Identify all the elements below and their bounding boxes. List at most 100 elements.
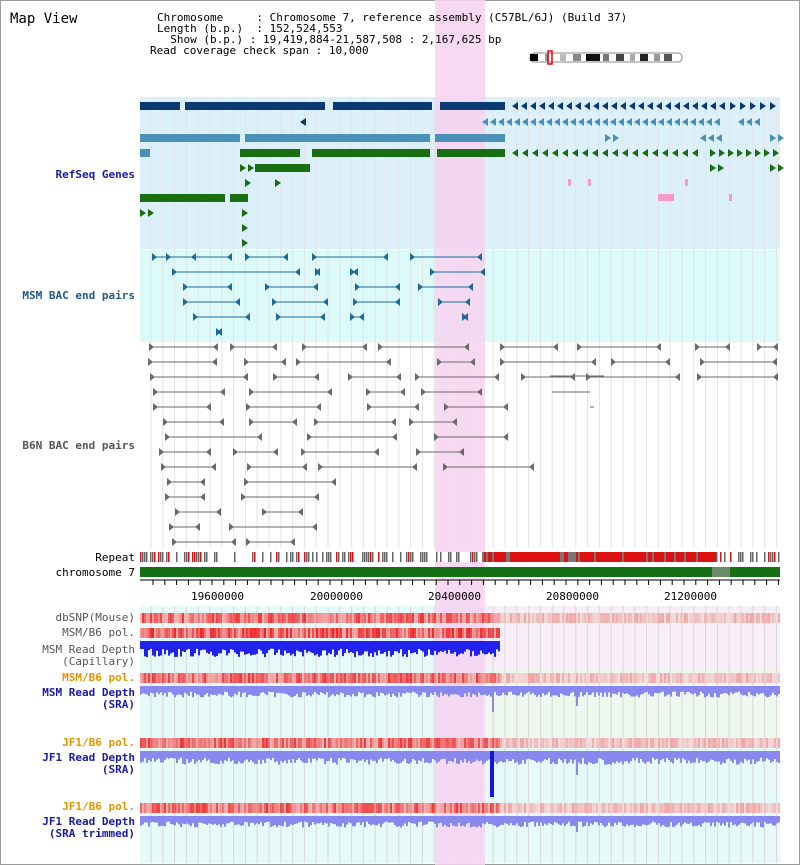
- repeat-block: [526, 552, 528, 562]
- snp-cell: [362, 613, 364, 623]
- gene-arrow: [760, 102, 766, 110]
- snp-cell: [676, 613, 678, 623]
- snp-cell: [282, 613, 284, 623]
- snp-cell: [726, 738, 728, 748]
- snp-cell: [306, 613, 308, 623]
- depth-bar: [490, 686, 492, 697]
- depth-bar: [220, 816, 222, 827]
- snp-cell: [206, 673, 208, 683]
- gene-arrow: [575, 102, 581, 110]
- snp-cell: [492, 738, 494, 748]
- depth-bar: [678, 751, 680, 759]
- depth-bar: [166, 641, 168, 651]
- track-label-refseq[interactable]: RefSeq Genes: [55, 168, 135, 181]
- depth-bar: [228, 686, 230, 696]
- gene-arrow: [512, 149, 518, 157]
- snp-cell: [414, 613, 416, 623]
- repeat-block: [510, 552, 512, 562]
- track-label-jf1-b6-pol-1[interactable]: JF1/B6 pol.: [62, 736, 135, 749]
- snp-cell: [374, 738, 376, 748]
- snp-cell: [346, 613, 348, 623]
- snp-cell: [284, 803, 286, 813]
- snp-cell: [472, 613, 474, 623]
- depth-bar: [358, 751, 360, 761]
- depth-bar: [222, 751, 224, 764]
- gene-bar: [435, 134, 505, 142]
- track-label-b6n-bac[interactable]: B6N BAC end pairs: [22, 439, 135, 452]
- snp-cell: [578, 803, 580, 813]
- snp-cell: [592, 673, 594, 683]
- snp-cell: [214, 613, 216, 623]
- depth-bar: [606, 751, 608, 765]
- depth-bar: [478, 641, 480, 655]
- snp-cell: [388, 613, 390, 623]
- depth-bar: [696, 816, 698, 827]
- snp-cell: [472, 673, 474, 683]
- repeat-block: [298, 552, 300, 562]
- snp-cell: [458, 673, 460, 683]
- snp-cell: [630, 738, 632, 748]
- gene-arrow: [548, 102, 554, 110]
- snp-cell: [158, 628, 160, 638]
- snp-cell: [234, 738, 236, 748]
- gene-arrow: [538, 118, 544, 126]
- snp-cell: [212, 803, 214, 813]
- depth-bar: [734, 751, 736, 760]
- repeat-block: [408, 552, 410, 562]
- snp-cell: [200, 673, 202, 683]
- snp-cell: [554, 738, 556, 748]
- track-label-msm-bac[interactable]: MSM BAC end pairs: [22, 289, 135, 302]
- snp-cell: [228, 613, 230, 623]
- snp-cell: [680, 673, 682, 683]
- snp-cell: [400, 613, 402, 623]
- snp-cell: [400, 738, 402, 748]
- snp-cell: [162, 628, 164, 638]
- repeat-block: [710, 552, 712, 562]
- snp-cell: [592, 613, 594, 623]
- snp-cell: [512, 738, 514, 748]
- track-label-repeat[interactable]: Repeat: [95, 551, 135, 564]
- snp-cell: [208, 628, 210, 638]
- depth-spike: [490, 751, 494, 797]
- snp-cell: [510, 613, 512, 623]
- snp-cell: [266, 628, 268, 638]
- track-label-msm-depth-sra-1[interactable]: MSM Read Depth: [42, 686, 135, 699]
- snp-cell: [394, 803, 396, 813]
- track-label-msm-depth-cap-1[interactable]: MSM Read Depth: [42, 643, 135, 656]
- snp-cell: [730, 613, 732, 623]
- snp-cell: [294, 673, 296, 683]
- depth-bar: [258, 816, 260, 825]
- snp-cell: [526, 803, 528, 813]
- depth-bar: [236, 816, 238, 825]
- snp-cell: [256, 803, 258, 813]
- depth-bar: [304, 816, 306, 822]
- track-label-msm-b6-pol-2[interactable]: MSM/B6 pol.: [62, 671, 135, 684]
- depth-bar: [440, 686, 442, 693]
- snp-cell: [662, 613, 664, 623]
- track-label-msm-b6-pol-1[interactable]: MSM/B6 pol.: [62, 626, 135, 639]
- depth-bar: [226, 751, 228, 762]
- snp-cell: [466, 673, 468, 683]
- depth-bar: [152, 686, 154, 694]
- snp-cell: [674, 673, 676, 683]
- snp-cell: [280, 628, 282, 638]
- snp-cell: [144, 803, 146, 813]
- depth-bar: [434, 816, 436, 824]
- depth-bar: [176, 641, 178, 657]
- track-label-jf1-depth-trim-1[interactable]: JF1 Read Depth: [42, 815, 135, 828]
- snp-cell: [564, 613, 566, 623]
- depth-bar: [716, 751, 718, 762]
- depth-bar: [724, 816, 726, 826]
- track-label-jf1-b6-pol-2[interactable]: JF1/B6 pol.: [62, 800, 135, 813]
- depth-bar: [372, 641, 374, 657]
- snp-cell: [564, 673, 566, 683]
- snp-cell: [230, 628, 232, 638]
- track-label-dbsnp[interactable]: dbSNP(Mouse): [55, 611, 135, 624]
- bac-end: [503, 403, 508, 411]
- track-label-jf1-depth-sra-1[interactable]: JF1 Read Depth: [42, 751, 135, 764]
- snp-cell: [754, 803, 756, 813]
- snp-cell: [480, 803, 482, 813]
- snp-cell: [708, 738, 710, 748]
- snp-cell: [242, 613, 244, 623]
